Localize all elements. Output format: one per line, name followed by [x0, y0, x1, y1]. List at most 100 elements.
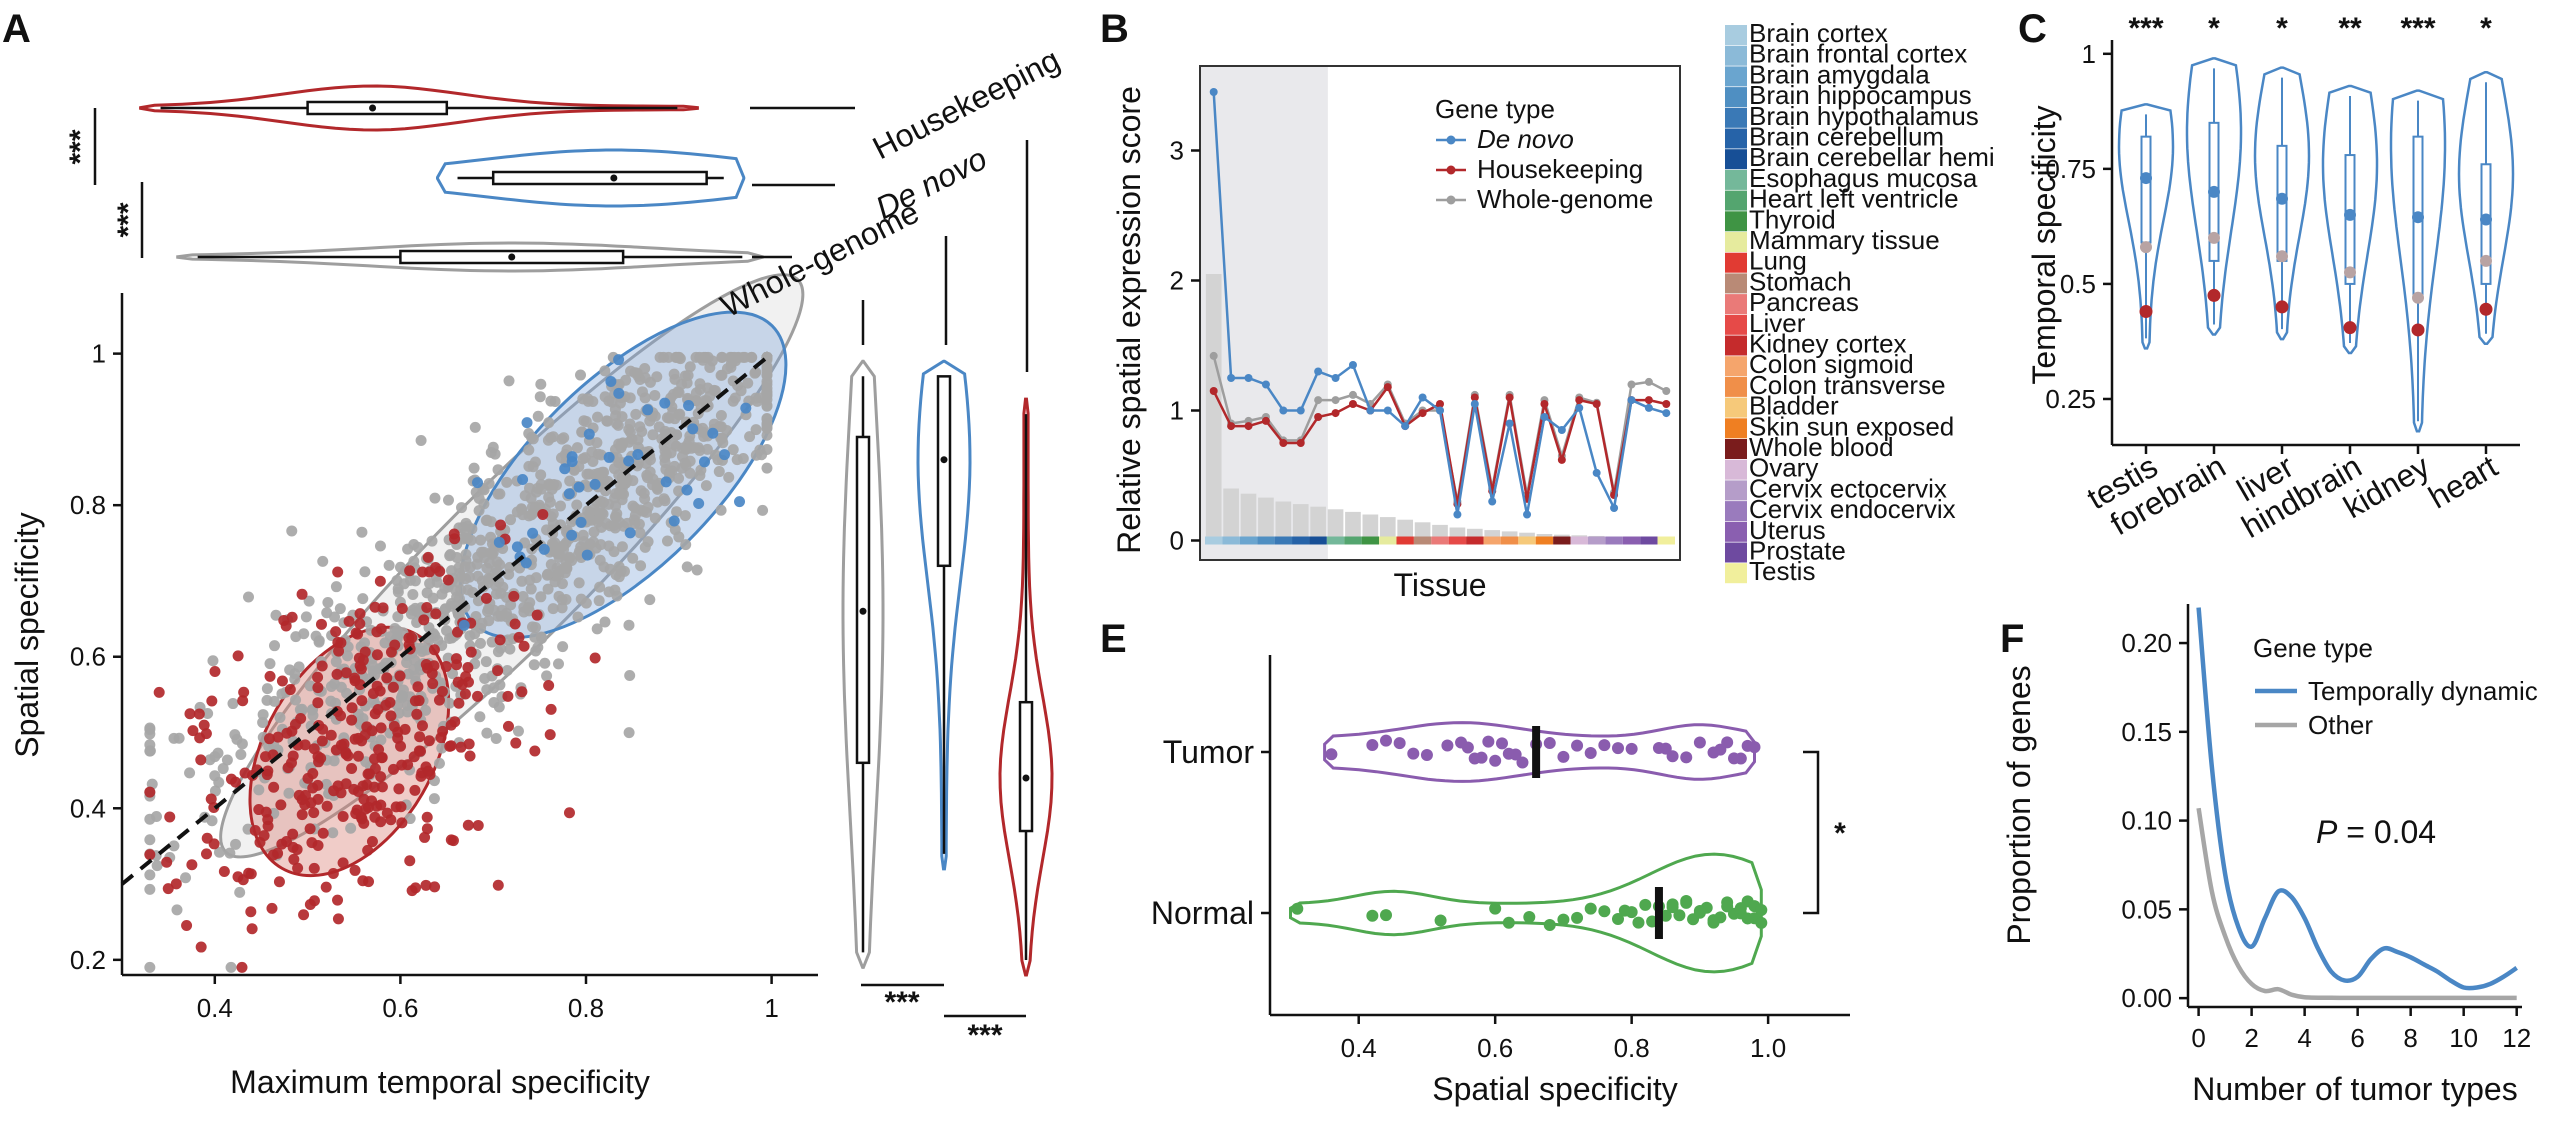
point-whole-genome [723, 471, 735, 483]
point-de-novo [707, 427, 719, 439]
tissue-legend-label: Stomach [1749, 266, 1852, 296]
point-whole-genome [384, 631, 396, 643]
point-whole-genome [573, 577, 585, 589]
point-housekeeping [433, 694, 445, 706]
background-bar [1223, 488, 1239, 541]
median-bar [1532, 726, 1541, 778]
point-de-novo [527, 527, 539, 539]
housekeeping-mean-dot [2411, 323, 2425, 337]
point-housekeeping [245, 868, 257, 880]
point-whole-genome [328, 755, 340, 767]
point-whole-genome [727, 444, 739, 456]
point-whole-genome [257, 709, 269, 721]
jitter-point [1625, 906, 1638, 919]
jitter-point [1707, 916, 1720, 929]
point-housekeeping [371, 800, 383, 812]
point-de-novo [559, 463, 571, 475]
marker-de-novo [1261, 380, 1270, 389]
point-whole-genome [673, 531, 685, 543]
x-tick-label: 1 [764, 993, 778, 1023]
tissue-strip-cell [1413, 536, 1432, 545]
point-housekeeping [418, 614, 430, 626]
point-whole-genome [408, 539, 420, 551]
point-whole-genome [374, 540, 386, 552]
point-whole-genome [307, 709, 319, 721]
tissue-strip-cell [1292, 536, 1310, 545]
tissue-strip-cell [1396, 536, 1414, 545]
legend-title: Gene type [2253, 633, 2373, 663]
jitter-point [1598, 905, 1611, 918]
point-housekeeping [239, 767, 251, 779]
point-whole-genome [502, 634, 514, 646]
point-whole-genome [327, 827, 339, 839]
point-whole-genome [217, 763, 229, 775]
point-housekeeping [430, 562, 442, 574]
point-housekeeping [193, 708, 205, 720]
point-whole-genome [725, 361, 737, 373]
tissue-legend-swatch [1725, 45, 1747, 66]
point-whole-genome [554, 500, 566, 512]
point-whole-genome [644, 594, 656, 606]
panel-label-f: F [2000, 617, 2024, 661]
jitter-point [1393, 737, 1406, 750]
point-de-novo [613, 387, 625, 399]
marker-housekeeping [1209, 387, 1218, 395]
point-housekeeping [395, 801, 407, 813]
point-whole-genome [552, 658, 564, 670]
jitter-point [1502, 916, 1515, 929]
point-housekeeping [537, 508, 549, 520]
point-whole-genome [634, 527, 646, 539]
point-de-novo [493, 536, 505, 548]
point-housekeeping [332, 894, 344, 906]
tissue-legend-label: Brain hippocampus [1749, 80, 1972, 110]
x-tick-label: 4 [2297, 1023, 2311, 1053]
point-whole-genome [329, 611, 341, 623]
point-whole-genome [666, 465, 678, 477]
legend-label: De novo [1477, 124, 1574, 154]
point-housekeeping [413, 695, 425, 707]
point-whole-genome [442, 494, 454, 506]
point-whole-genome [727, 395, 739, 407]
point-housekeeping [445, 740, 457, 752]
y-tick-label: 0.2 [70, 945, 106, 975]
point-whole-genome [556, 602, 568, 614]
tissue-legend-label: Brain hypothalamus [1749, 101, 1979, 131]
point-housekeeping [162, 883, 174, 895]
point-whole-genome [644, 466, 656, 478]
point-whole-genome [505, 514, 517, 526]
panel-label-b: B [1100, 7, 1129, 51]
jitter-point [1571, 911, 1584, 924]
jitter-point [1434, 914, 1447, 927]
point-whole-genome [571, 499, 583, 511]
point-whole-genome [359, 566, 371, 578]
point-housekeeping [404, 855, 416, 867]
tissue-legend-swatch [1725, 356, 1747, 377]
point-housekeeping [495, 519, 507, 531]
point-housekeeping [494, 634, 506, 646]
marker-de-novo [1279, 406, 1288, 415]
point-housekeeping [430, 608, 442, 620]
point-housekeeping [253, 804, 265, 816]
point-housekeeping [313, 756, 325, 768]
point-de-novo [642, 404, 654, 416]
point-whole-genome [389, 622, 401, 634]
tissue-legend-swatch [1725, 149, 1747, 170]
point-housekeeping [385, 710, 397, 722]
point-de-novo [566, 529, 578, 541]
point-whole-genome [594, 581, 606, 593]
point-whole-genome [359, 637, 371, 649]
point-whole-genome [501, 665, 513, 677]
background-bar [1240, 493, 1257, 541]
point-housekeeping [260, 751, 272, 763]
tissue-legend-label: Liver [1749, 308, 1806, 338]
point-whole-genome [227, 698, 239, 710]
point-de-novo [575, 516, 587, 528]
jitter-point [1461, 741, 1474, 754]
panel-label-e: E [1100, 617, 1127, 661]
median-dot [2344, 208, 2356, 221]
point-housekeeping [389, 639, 401, 651]
point-housekeeping [429, 881, 441, 893]
point-whole-genome [453, 593, 465, 605]
point-whole-genome [679, 457, 691, 469]
point-housekeeping [317, 827, 329, 839]
